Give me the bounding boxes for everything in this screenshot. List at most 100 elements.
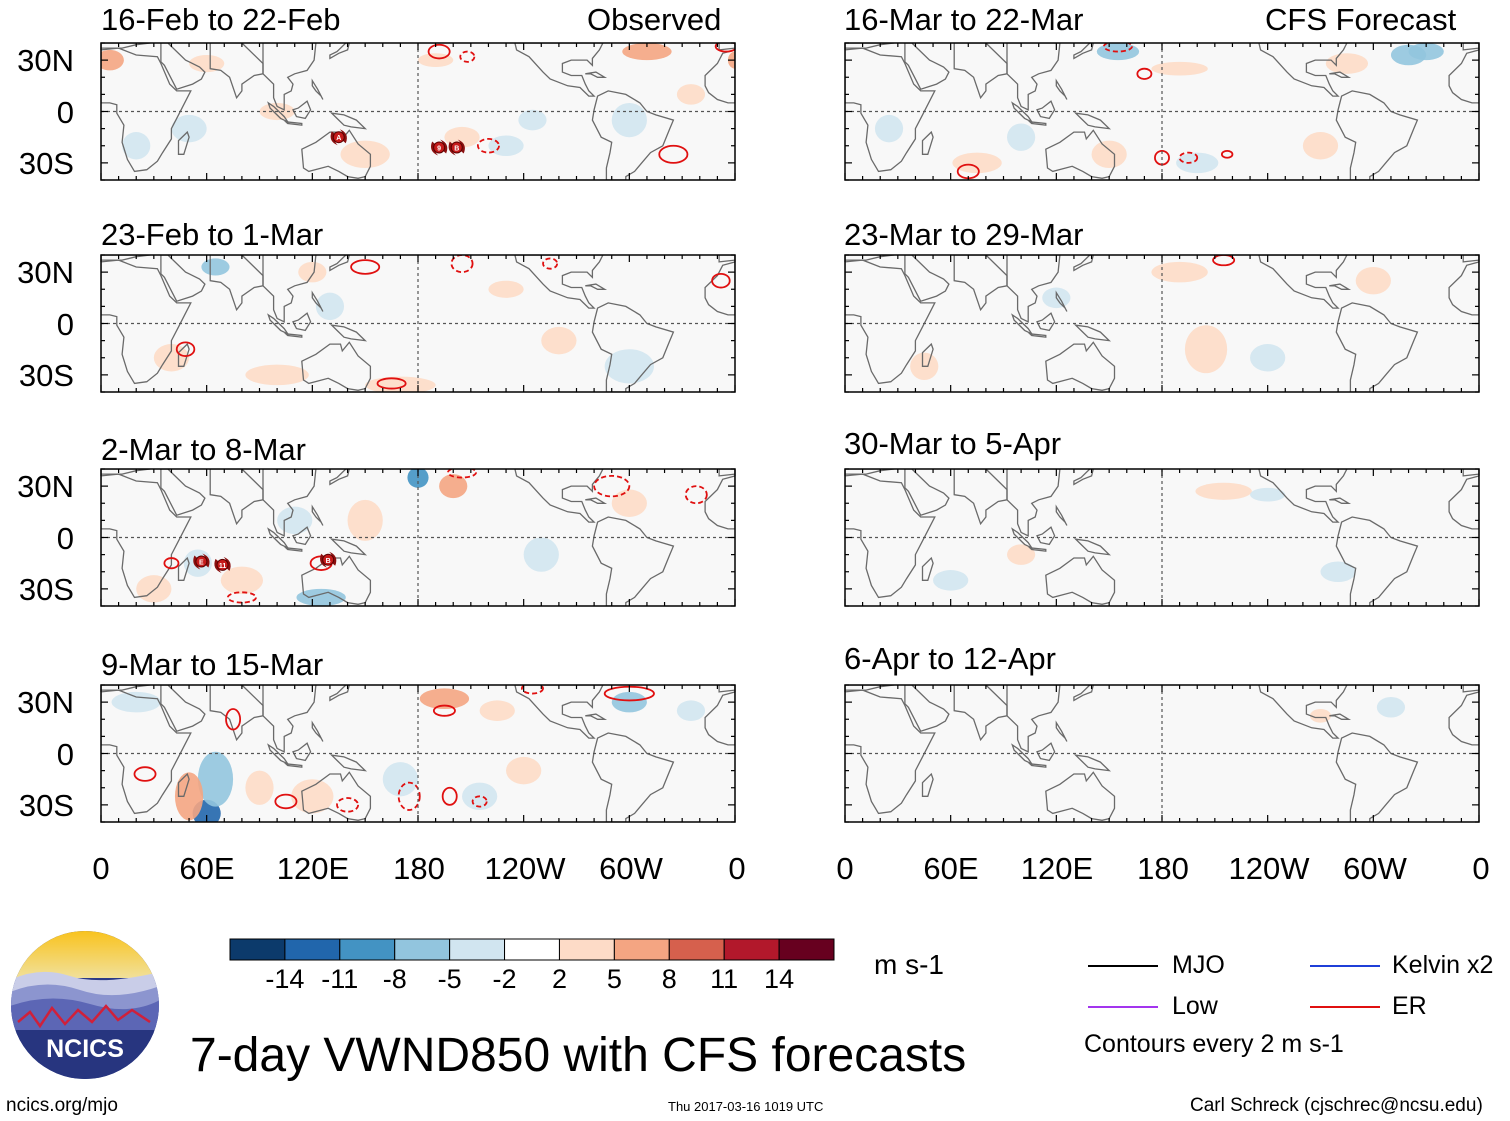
ytick-row0-0: 0 <box>56 94 74 130</box>
colorbar-label: -5 <box>437 964 462 994</box>
map-ticks <box>100 684 736 823</box>
coastline <box>101 43 151 49</box>
anomaly-shading <box>315 292 345 321</box>
colorbar-swatch <box>723 938 780 961</box>
anomaly-shading <box>419 688 470 709</box>
colorbar-swatch <box>394 938 451 961</box>
xtick-right-180: 180 <box>1137 851 1189 886</box>
er-contour <box>1136 67 1153 80</box>
coastline <box>329 43 350 60</box>
coastline <box>921 772 934 797</box>
coastline <box>921 342 934 367</box>
er-contour <box>432 704 456 717</box>
coastline <box>718 469 735 477</box>
colorbar <box>229 938 835 961</box>
storm-label: B <box>454 145 459 152</box>
anomaly-shading <box>1195 482 1252 500</box>
anomaly-shading <box>1250 344 1286 372</box>
er-contour <box>711 272 731 289</box>
xtick-left-360: 0 <box>728 851 746 886</box>
coastline <box>1036 312 1056 332</box>
colorbar-swatch <box>449 938 506 961</box>
coastline <box>921 556 934 581</box>
colorbar-label: -11 <box>321 964 359 994</box>
coastline <box>101 47 192 173</box>
coastline <box>1055 504 1068 526</box>
er-contour <box>274 793 298 810</box>
anomaly-shading <box>952 152 1002 174</box>
er-contour <box>714 43 735 53</box>
coastline <box>329 538 368 556</box>
coastline <box>845 689 936 815</box>
coastline <box>1073 324 1112 342</box>
panel-title-fc1: 16-Mar to 22-Mar <box>844 2 1084 37</box>
anomaly-shading <box>1302 132 1339 160</box>
legend-label-mjo: MJO <box>1172 951 1225 979</box>
coastline <box>1448 691 1479 746</box>
er-contour <box>459 50 476 63</box>
anomaly-shading <box>488 280 524 298</box>
panel-title-obs4: 9-Mar to 15-Mar <box>101 647 324 682</box>
ytick-row0-30n: 30N <box>17 43 74 79</box>
coastline <box>292 526 312 546</box>
er-contour <box>658 144 689 164</box>
coastline <box>329 112 368 130</box>
er-contour <box>476 137 500 154</box>
coastline <box>585 71 608 78</box>
anomaly-shading <box>1176 152 1219 174</box>
storm-marker: A <box>330 129 347 146</box>
er-contour <box>163 557 180 570</box>
colorbar-label: 2 <box>551 964 567 994</box>
xtick-left-120e: 120E <box>276 851 350 886</box>
anomaly-shading <box>1007 123 1036 151</box>
ncics-logo-text: NCICS <box>46 1035 124 1063</box>
er-contour <box>441 786 458 806</box>
coastline <box>311 78 324 100</box>
anomaly-shading <box>439 474 468 499</box>
colorbar-label: -2 <box>492 964 517 994</box>
map-ticks <box>844 42 1480 181</box>
colorbar-swatch <box>229 938 286 961</box>
legend-line-low <box>1088 1006 1158 1008</box>
anomaly-shading <box>479 700 515 721</box>
er-contour <box>450 255 474 274</box>
ytick-row1-30n: 30N <box>17 255 74 291</box>
coastline <box>1055 720 1068 742</box>
anomaly-shading <box>1184 325 1228 374</box>
anomaly-shading <box>171 114 207 143</box>
anomaly-shading <box>676 700 706 721</box>
coastline <box>1045 129 1116 179</box>
storm-label: A <box>336 135 341 142</box>
coastline <box>704 691 735 746</box>
coastline <box>1258 685 1348 739</box>
anomaly-shading <box>1408 43 1444 61</box>
coastline <box>591 90 675 180</box>
ytick-row1-0: 0 <box>56 306 74 342</box>
coastline <box>1448 261 1479 316</box>
ytick-row2-30n: 30N <box>17 469 74 505</box>
ytick-row3-30n: 30N <box>17 685 74 721</box>
footer-url[interactable]: ncics.org/mjo <box>6 1095 118 1116</box>
coastline <box>845 255 895 261</box>
coastline <box>953 43 1008 100</box>
anomaly-shading <box>541 326 577 355</box>
coastline <box>1073 538 1112 556</box>
coastline <box>292 100 312 120</box>
xtick-left-0: 0 <box>92 851 110 886</box>
storm-label: E <box>199 559 204 566</box>
panel-title-obs1: 16-Feb to 22-Feb <box>101 2 341 37</box>
coastline <box>101 469 151 475</box>
xtick-left-60e: 60E <box>179 851 235 886</box>
colorbar-label: -14 <box>265 964 305 994</box>
coastline <box>1462 255 1479 263</box>
xtick-right-60w: 60W <box>1343 851 1407 886</box>
er-contour <box>1220 149 1234 159</box>
anomaly-shading <box>506 756 542 785</box>
coastline <box>329 754 368 772</box>
anomaly-shading <box>220 566 264 595</box>
map-ticks <box>844 684 1480 823</box>
er-contour <box>542 257 559 270</box>
observed-header: Observed <box>587 2 722 37</box>
coastline <box>284 762 303 768</box>
coastline <box>1006 255 1061 323</box>
